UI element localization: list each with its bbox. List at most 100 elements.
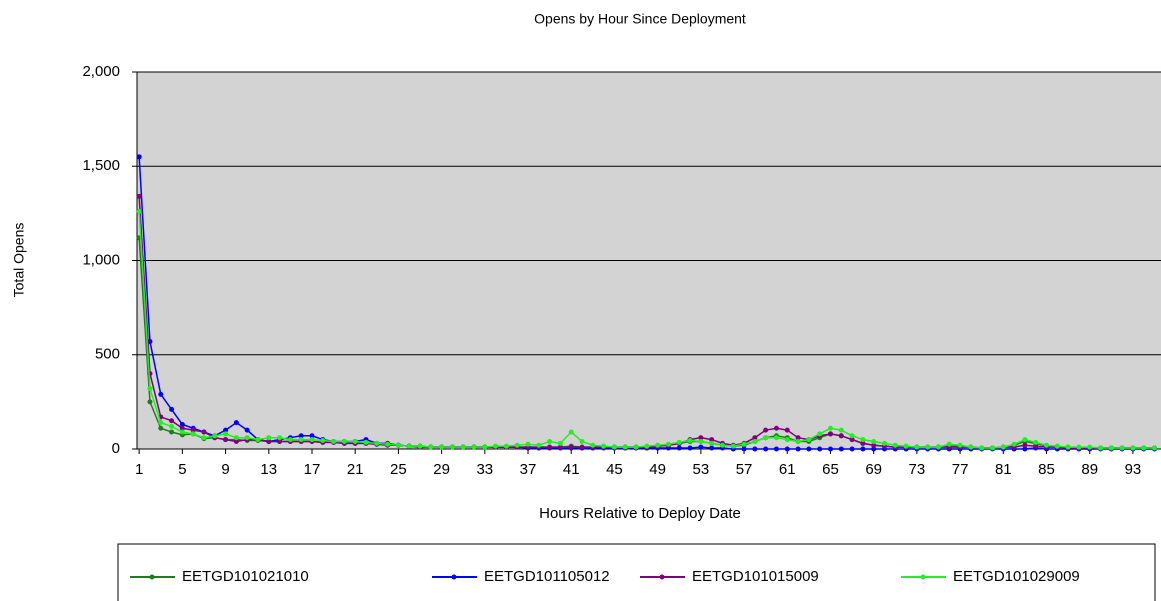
y-tick-label: 1,000 <box>82 251 120 268</box>
data-point <box>244 427 250 433</box>
data-point <box>1022 446 1028 452</box>
x-tick-label: 25 <box>390 461 407 478</box>
legend-box <box>117 543 1156 601</box>
data-point <box>860 437 866 443</box>
data-point <box>287 437 293 443</box>
data-point <box>460 444 466 450</box>
data-point <box>763 435 769 441</box>
data-point <box>698 444 704 450</box>
data-point <box>1119 445 1125 451</box>
data-point <box>644 443 650 449</box>
y-tick-label: 0 <box>112 440 120 457</box>
data-point <box>795 438 801 444</box>
data-point <box>406 443 412 449</box>
x-tick-label: 73 <box>909 461 926 478</box>
data-point <box>914 444 920 450</box>
data-point <box>493 443 499 449</box>
data-point <box>298 433 304 439</box>
data-point <box>676 445 682 451</box>
data-point <box>277 435 283 441</box>
data-point <box>849 433 855 439</box>
data-point <box>1130 445 1136 451</box>
data-point <box>514 442 520 448</box>
data-point <box>709 445 715 451</box>
data-point <box>255 437 261 443</box>
data-point <box>169 418 175 424</box>
data-point <box>698 438 704 444</box>
data-point <box>773 425 779 431</box>
data-point <box>871 446 877 452</box>
data-point <box>1033 439 1039 445</box>
data-point <box>471 444 477 450</box>
data-point <box>557 444 563 450</box>
data-point <box>1011 441 1017 447</box>
data-point <box>298 437 304 443</box>
data-point <box>817 431 823 437</box>
chart-title: Opens by Hour Since Deployment <box>534 11 746 27</box>
data-point <box>730 443 736 449</box>
data-point <box>439 444 445 450</box>
data-point <box>968 444 974 450</box>
data-point <box>979 445 985 451</box>
x-tick-label: 21 <box>347 461 364 478</box>
data-point <box>946 441 952 447</box>
data-point <box>687 438 693 444</box>
x-tick-label: 81 <box>995 461 1012 478</box>
data-point <box>201 435 207 441</box>
data-point <box>352 438 358 444</box>
data-point <box>169 406 175 412</box>
data-point <box>719 442 725 448</box>
data-point <box>1033 443 1039 449</box>
data-point <box>676 439 682 445</box>
legend-label: EETGD101021010 <box>182 568 309 585</box>
data-point <box>579 438 585 444</box>
x-axis-title: Hours Relative to Deploy Date <box>539 505 741 522</box>
data-point <box>266 435 272 441</box>
data-point <box>568 429 574 435</box>
legend-marker <box>920 574 926 580</box>
data-point <box>158 425 164 431</box>
data-point <box>568 444 574 450</box>
data-point <box>709 437 715 443</box>
data-point <box>547 438 553 444</box>
y-tick-label: 1,500 <box>82 157 120 174</box>
data-point <box>784 427 790 433</box>
data-point <box>244 435 250 441</box>
data-point <box>1098 445 1104 451</box>
data-point <box>223 427 229 433</box>
data-point <box>341 438 347 444</box>
x-tick-label: 89 <box>1081 461 1098 478</box>
data-point <box>136 208 142 214</box>
data-point <box>633 444 639 450</box>
data-point <box>827 446 833 452</box>
data-point <box>233 435 239 441</box>
data-point <box>838 433 844 439</box>
data-point <box>687 445 693 451</box>
data-point <box>212 433 218 439</box>
data-point <box>547 444 553 450</box>
data-point <box>827 425 833 431</box>
data-point <box>741 441 747 447</box>
data-point <box>266 438 272 444</box>
data-point <box>838 446 844 452</box>
x-tick-label: 69 <box>865 461 882 478</box>
data-point <box>698 435 704 441</box>
data-point <box>525 441 531 447</box>
x-tick-label: 37 <box>520 461 537 478</box>
x-tick-label: 41 <box>563 461 580 478</box>
data-point <box>817 446 823 452</box>
data-point <box>838 427 844 433</box>
data-point <box>331 438 337 444</box>
data-point <box>655 442 661 448</box>
data-point <box>136 154 142 160</box>
data-point <box>871 442 877 448</box>
x-tick-label: 85 <box>1038 461 1055 478</box>
data-point <box>871 438 877 444</box>
data-point <box>957 442 963 448</box>
data-point <box>903 443 909 449</box>
legend-label: EETGD101015009 <box>692 568 819 585</box>
data-point <box>1076 444 1082 450</box>
x-tick-label: 45 <box>606 461 623 478</box>
